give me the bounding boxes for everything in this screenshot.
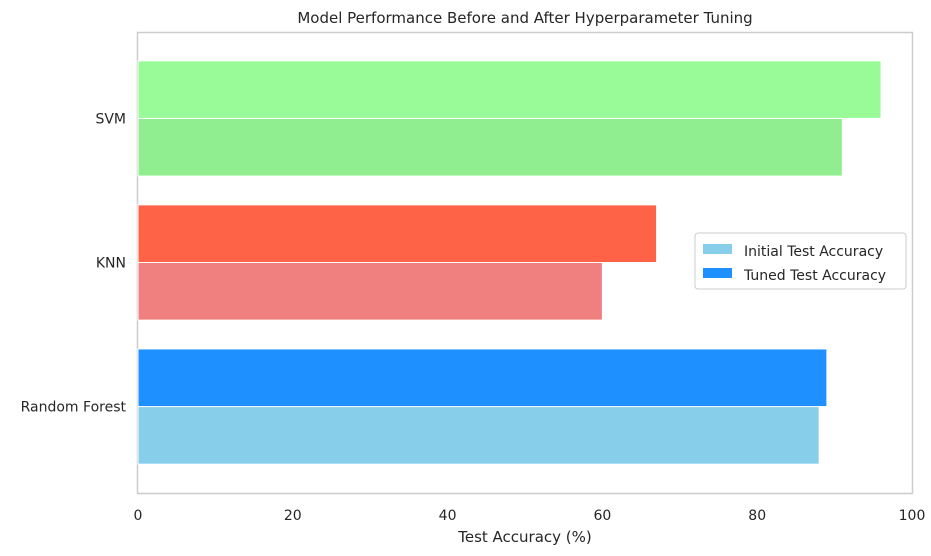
- x-tick-label-100: 100: [899, 508, 926, 524]
- bar-knn-initial: [137, 262, 603, 321]
- legend-label-initial: Initial Test Accuracy: [744, 244, 883, 260]
- legend-label-tuned: Tuned Test Accuracy: [743, 268, 886, 284]
- chart-title: Model Performance Before and After Hyper…: [297, 9, 752, 27]
- bars-group: [137, 60, 882, 465]
- x-tick-label-0: 0: [134, 508, 143, 524]
- x-tick-label-60: 60: [593, 508, 611, 524]
- y-tick-label-svm: SVM: [95, 111, 126, 127]
- y-tick-labels: Random Forest KNN SVM: [21, 111, 127, 415]
- y-tick-label-random-forest: Random Forest: [21, 400, 127, 416]
- x-tick-labels: 0 20 40 60 80 100: [134, 508, 926, 524]
- bar-random-forest-initial: [137, 406, 820, 465]
- bar-svm-tuned: [137, 60, 882, 119]
- legend: Initial Test Accuracy Tuned Test Accurac…: [694, 232, 907, 290]
- x-tick-label-20: 20: [284, 508, 302, 524]
- bar-svm-initial: [137, 117, 843, 177]
- x-tick-label-40: 40: [439, 508, 457, 524]
- bar-random-forest-tuned: [137, 348, 828, 408]
- x-tick-label-80: 80: [748, 508, 766, 524]
- bar-knn-tuned: [137, 204, 658, 263]
- legend-swatch-tuned: [703, 268, 732, 278]
- legend-swatch-initial: [703, 244, 732, 254]
- y-tick-label-knn: KNN: [96, 256, 126, 272]
- legend-box: [694, 232, 907, 290]
- x-axis-label: Test Accuracy (%): [457, 528, 592, 546]
